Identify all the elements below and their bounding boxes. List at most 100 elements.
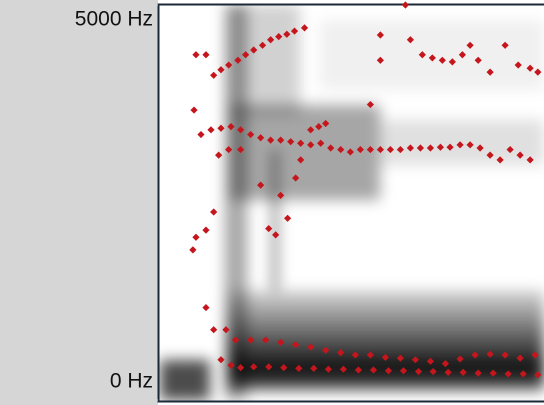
formant-point xyxy=(234,56,242,64)
formant-point xyxy=(458,51,466,59)
formant-point xyxy=(258,41,267,49)
formant-point xyxy=(277,338,285,346)
plot-border xyxy=(157,3,544,403)
formant-point xyxy=(225,145,233,154)
formant-point xyxy=(337,349,345,357)
formant-point xyxy=(501,41,509,49)
formant-point xyxy=(210,326,218,334)
formant-point xyxy=(197,130,205,139)
formant-point xyxy=(366,351,374,359)
formant-point xyxy=(322,119,330,128)
formant-point xyxy=(418,51,426,59)
formant-point xyxy=(225,61,233,69)
formant-point xyxy=(501,351,509,359)
formant-point xyxy=(202,51,210,59)
formant-point xyxy=(210,208,218,216)
formant-point xyxy=(506,145,514,154)
formant-point xyxy=(474,56,482,64)
formant-point xyxy=(189,246,197,254)
formant-point xyxy=(272,231,280,239)
formant-point xyxy=(369,366,378,374)
formant-point xyxy=(466,141,474,149)
formant-point xyxy=(265,224,273,233)
formant-point xyxy=(227,123,235,131)
formant-point xyxy=(237,126,245,134)
formant-point xyxy=(283,214,292,222)
formant-point xyxy=(337,145,345,154)
formant-point xyxy=(471,351,479,359)
formant-point xyxy=(324,365,332,373)
formant-point xyxy=(426,144,435,152)
formant-point xyxy=(428,54,436,62)
formant-point xyxy=(292,174,300,182)
formant-point xyxy=(277,136,285,144)
formant-point xyxy=(446,143,454,151)
formant-point xyxy=(237,145,245,154)
formant-point xyxy=(384,367,393,375)
formant-point xyxy=(346,148,354,156)
formant-point xyxy=(456,141,464,149)
formant-point xyxy=(307,141,315,149)
formant-point xyxy=(496,156,504,164)
formant-point xyxy=(386,145,394,154)
formant-point xyxy=(190,106,198,114)
formant-point xyxy=(202,303,210,312)
formant-point xyxy=(207,126,215,134)
formant-point xyxy=(381,353,389,361)
formant-point xyxy=(307,126,315,134)
formant-point xyxy=(531,351,539,359)
formant-point xyxy=(275,33,283,41)
formant-point xyxy=(426,357,435,365)
formant-point xyxy=(486,350,494,358)
formant-point xyxy=(242,51,250,59)
formant-point xyxy=(376,56,384,64)
formant-point xyxy=(210,71,218,79)
formant-point xyxy=(438,56,446,64)
formant-point xyxy=(287,138,295,146)
formant-point xyxy=(265,363,273,371)
formant-point xyxy=(366,100,374,109)
formant-point xyxy=(322,346,330,354)
formant-point xyxy=(192,233,200,241)
formant-point xyxy=(250,363,258,371)
formant-point xyxy=(441,360,450,368)
formant-point xyxy=(436,143,445,151)
formant-point xyxy=(476,144,484,152)
formant-point xyxy=(406,36,415,44)
formant-point xyxy=(504,370,512,378)
formant-point xyxy=(356,145,364,154)
formant-point xyxy=(459,368,467,376)
formant-point xyxy=(414,367,423,376)
formant-point xyxy=(217,66,225,74)
formant-point xyxy=(396,145,404,154)
formant-point xyxy=(232,336,240,344)
formant-point xyxy=(486,151,494,159)
formant-point xyxy=(486,68,494,76)
formant-point xyxy=(297,139,305,147)
formant-point xyxy=(250,46,258,54)
formant-point xyxy=(262,336,270,344)
formant-point xyxy=(297,156,305,164)
formant-point xyxy=(192,51,200,59)
formant-point xyxy=(376,145,384,154)
formant-point xyxy=(376,31,384,39)
formant-point xyxy=(354,366,363,374)
formant-point xyxy=(295,364,303,372)
formant-point xyxy=(351,351,359,359)
formant-point xyxy=(526,156,534,164)
formant-point xyxy=(514,61,522,69)
formant-point xyxy=(429,367,437,376)
formant-point xyxy=(267,136,275,144)
formant-point xyxy=(339,365,348,373)
formant-point xyxy=(416,144,425,152)
formant-point xyxy=(247,336,255,344)
formant-point xyxy=(315,123,323,131)
formant-point xyxy=(292,341,300,349)
formant-point xyxy=(534,68,542,76)
formant-point xyxy=(396,354,404,362)
formant-point xyxy=(534,371,542,379)
formant-point xyxy=(222,326,230,334)
formant-point xyxy=(466,41,474,49)
